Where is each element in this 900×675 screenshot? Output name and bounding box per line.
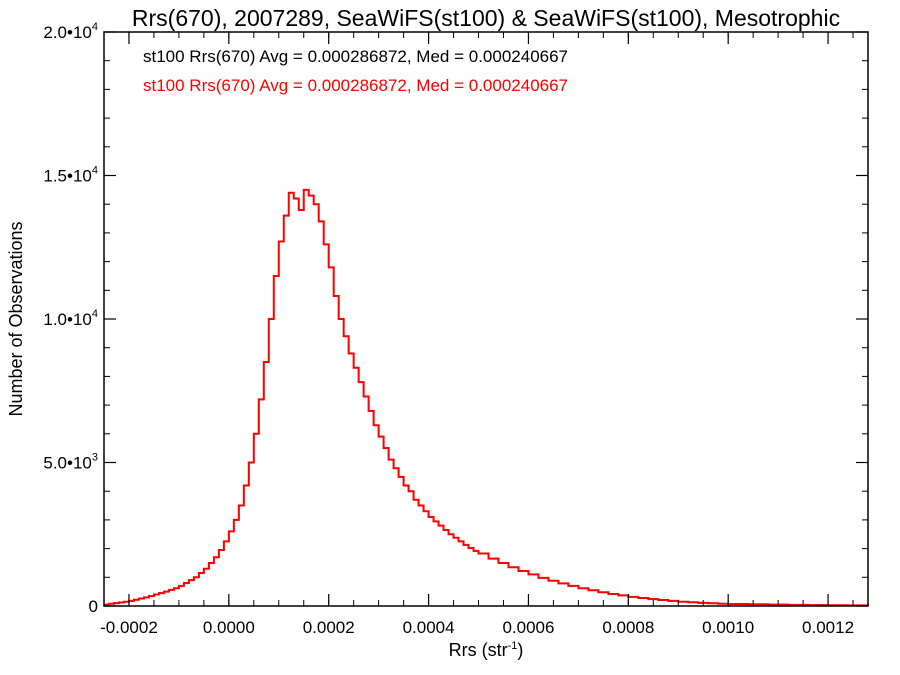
y-axis: 0 5.0•103 1.0•104 1.5•104 2.0•104	[43, 21, 868, 616]
x-tick-label: 0.0004	[403, 618, 455, 637]
chart-title: Rrs(670), 2007289, SeaWiFS(st100) & SeaW…	[132, 5, 840, 31]
series-layer	[104, 188, 869, 607]
y-tick-label: 1.5•104	[43, 165, 98, 186]
x-tick-label: 0.0000	[203, 618, 255, 637]
x-tick-label: 0.0012	[802, 618, 854, 637]
x-tick-label: 0.0010	[702, 618, 754, 637]
y-tick-label: 5.0•103	[43, 452, 98, 473]
x-tick-label: 0.0006	[502, 618, 554, 637]
x-axis-label: Rrs (str-1)	[449, 640, 524, 660]
legend: st100 Rrs(670) Avg = 0.000286872, Med = …	[143, 47, 568, 95]
x-axis-label-sup: -1	[508, 640, 518, 652]
x-tick-label: 0.0008	[602, 618, 654, 637]
legend-entry-black: st100 Rrs(670) Avg = 0.000286872, Med = …	[143, 47, 568, 66]
series-line-0	[104, 189, 869, 607]
x-tick-label: -0.0002	[100, 618, 158, 637]
x-axis: -0.0002 0.0000 0.0002 0.0004 0.0006 0.0008 0.0…	[100, 32, 854, 637]
x-tick-label: 0.0002	[303, 618, 355, 637]
y-tick-label: 0	[89, 597, 98, 616]
plot-frame	[103, 31, 869, 607]
series-line-1	[104, 188, 869, 607]
y-tick-label: 1.0•104	[43, 308, 98, 329]
y-tick-label: 2.0•104	[43, 21, 98, 42]
x-axis-label-tail: )	[517, 640, 523, 660]
y-axis-label: Number of Observations	[6, 221, 26, 416]
x-axis-label-base: Rrs (str	[449, 640, 508, 660]
legend-entry-red: st100 Rrs(670) Avg = 0.000286872, Med = …	[143, 76, 568, 95]
